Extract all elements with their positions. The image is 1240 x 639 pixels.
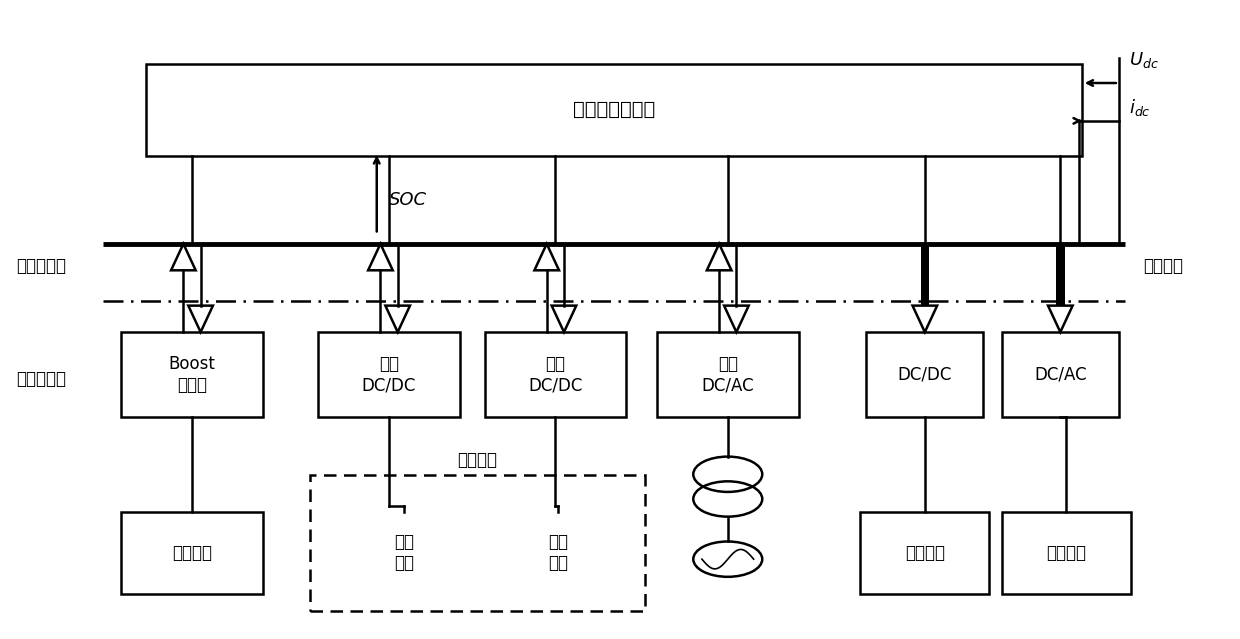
Polygon shape <box>368 244 393 270</box>
Text: $U_{dc}$: $U_{dc}$ <box>1128 50 1158 70</box>
Polygon shape <box>913 305 937 332</box>
Text: 超级
电容: 超级 电容 <box>548 534 568 573</box>
Bar <box>146 64 1081 155</box>
Bar <box>1002 332 1118 417</box>
Bar <box>867 332 983 417</box>
Polygon shape <box>1048 305 1073 332</box>
Bar <box>491 512 626 594</box>
Text: 工作模式控制器: 工作模式控制器 <box>573 100 655 119</box>
Polygon shape <box>386 305 410 332</box>
Text: 交流负载: 交流负载 <box>1047 544 1086 562</box>
Text: Boost
变换器: Boost 变换器 <box>169 355 216 394</box>
Bar <box>657 332 799 417</box>
Text: $i_{dc}$: $i_{dc}$ <box>1128 96 1151 118</box>
Text: 设备管理层: 设备管理层 <box>16 371 67 389</box>
Bar <box>122 512 263 594</box>
Bar <box>1056 244 1065 305</box>
Bar <box>485 332 626 417</box>
Polygon shape <box>171 244 196 270</box>
Text: 双向
DC/AC: 双向 DC/AC <box>702 355 754 394</box>
Bar <box>1002 512 1131 594</box>
Text: 双向
DC/DC: 双向 DC/DC <box>528 355 583 394</box>
Bar <box>337 512 472 594</box>
Polygon shape <box>552 305 577 332</box>
Text: SOC: SOC <box>389 190 428 209</box>
Text: 储能
电池: 储能 电池 <box>394 534 414 573</box>
Bar <box>319 332 460 417</box>
Text: 光伏发电: 光伏发电 <box>172 544 212 562</box>
Bar <box>920 244 929 305</box>
Text: 直流母线: 直流母线 <box>1143 257 1183 275</box>
Polygon shape <box>724 305 749 332</box>
Bar <box>861 512 990 594</box>
Polygon shape <box>534 244 559 270</box>
Text: DC/AC: DC/AC <box>1034 366 1086 383</box>
Bar <box>122 332 263 417</box>
Polygon shape <box>188 305 213 332</box>
Text: 混合储能: 混合储能 <box>458 451 497 469</box>
Text: DC/DC: DC/DC <box>898 366 952 383</box>
Text: 母线控制层: 母线控制层 <box>16 257 67 275</box>
Polygon shape <box>707 244 732 270</box>
Text: 双向
DC/DC: 双向 DC/DC <box>362 355 417 394</box>
Bar <box>310 475 645 611</box>
Text: 直流负载: 直流负载 <box>905 544 945 562</box>
